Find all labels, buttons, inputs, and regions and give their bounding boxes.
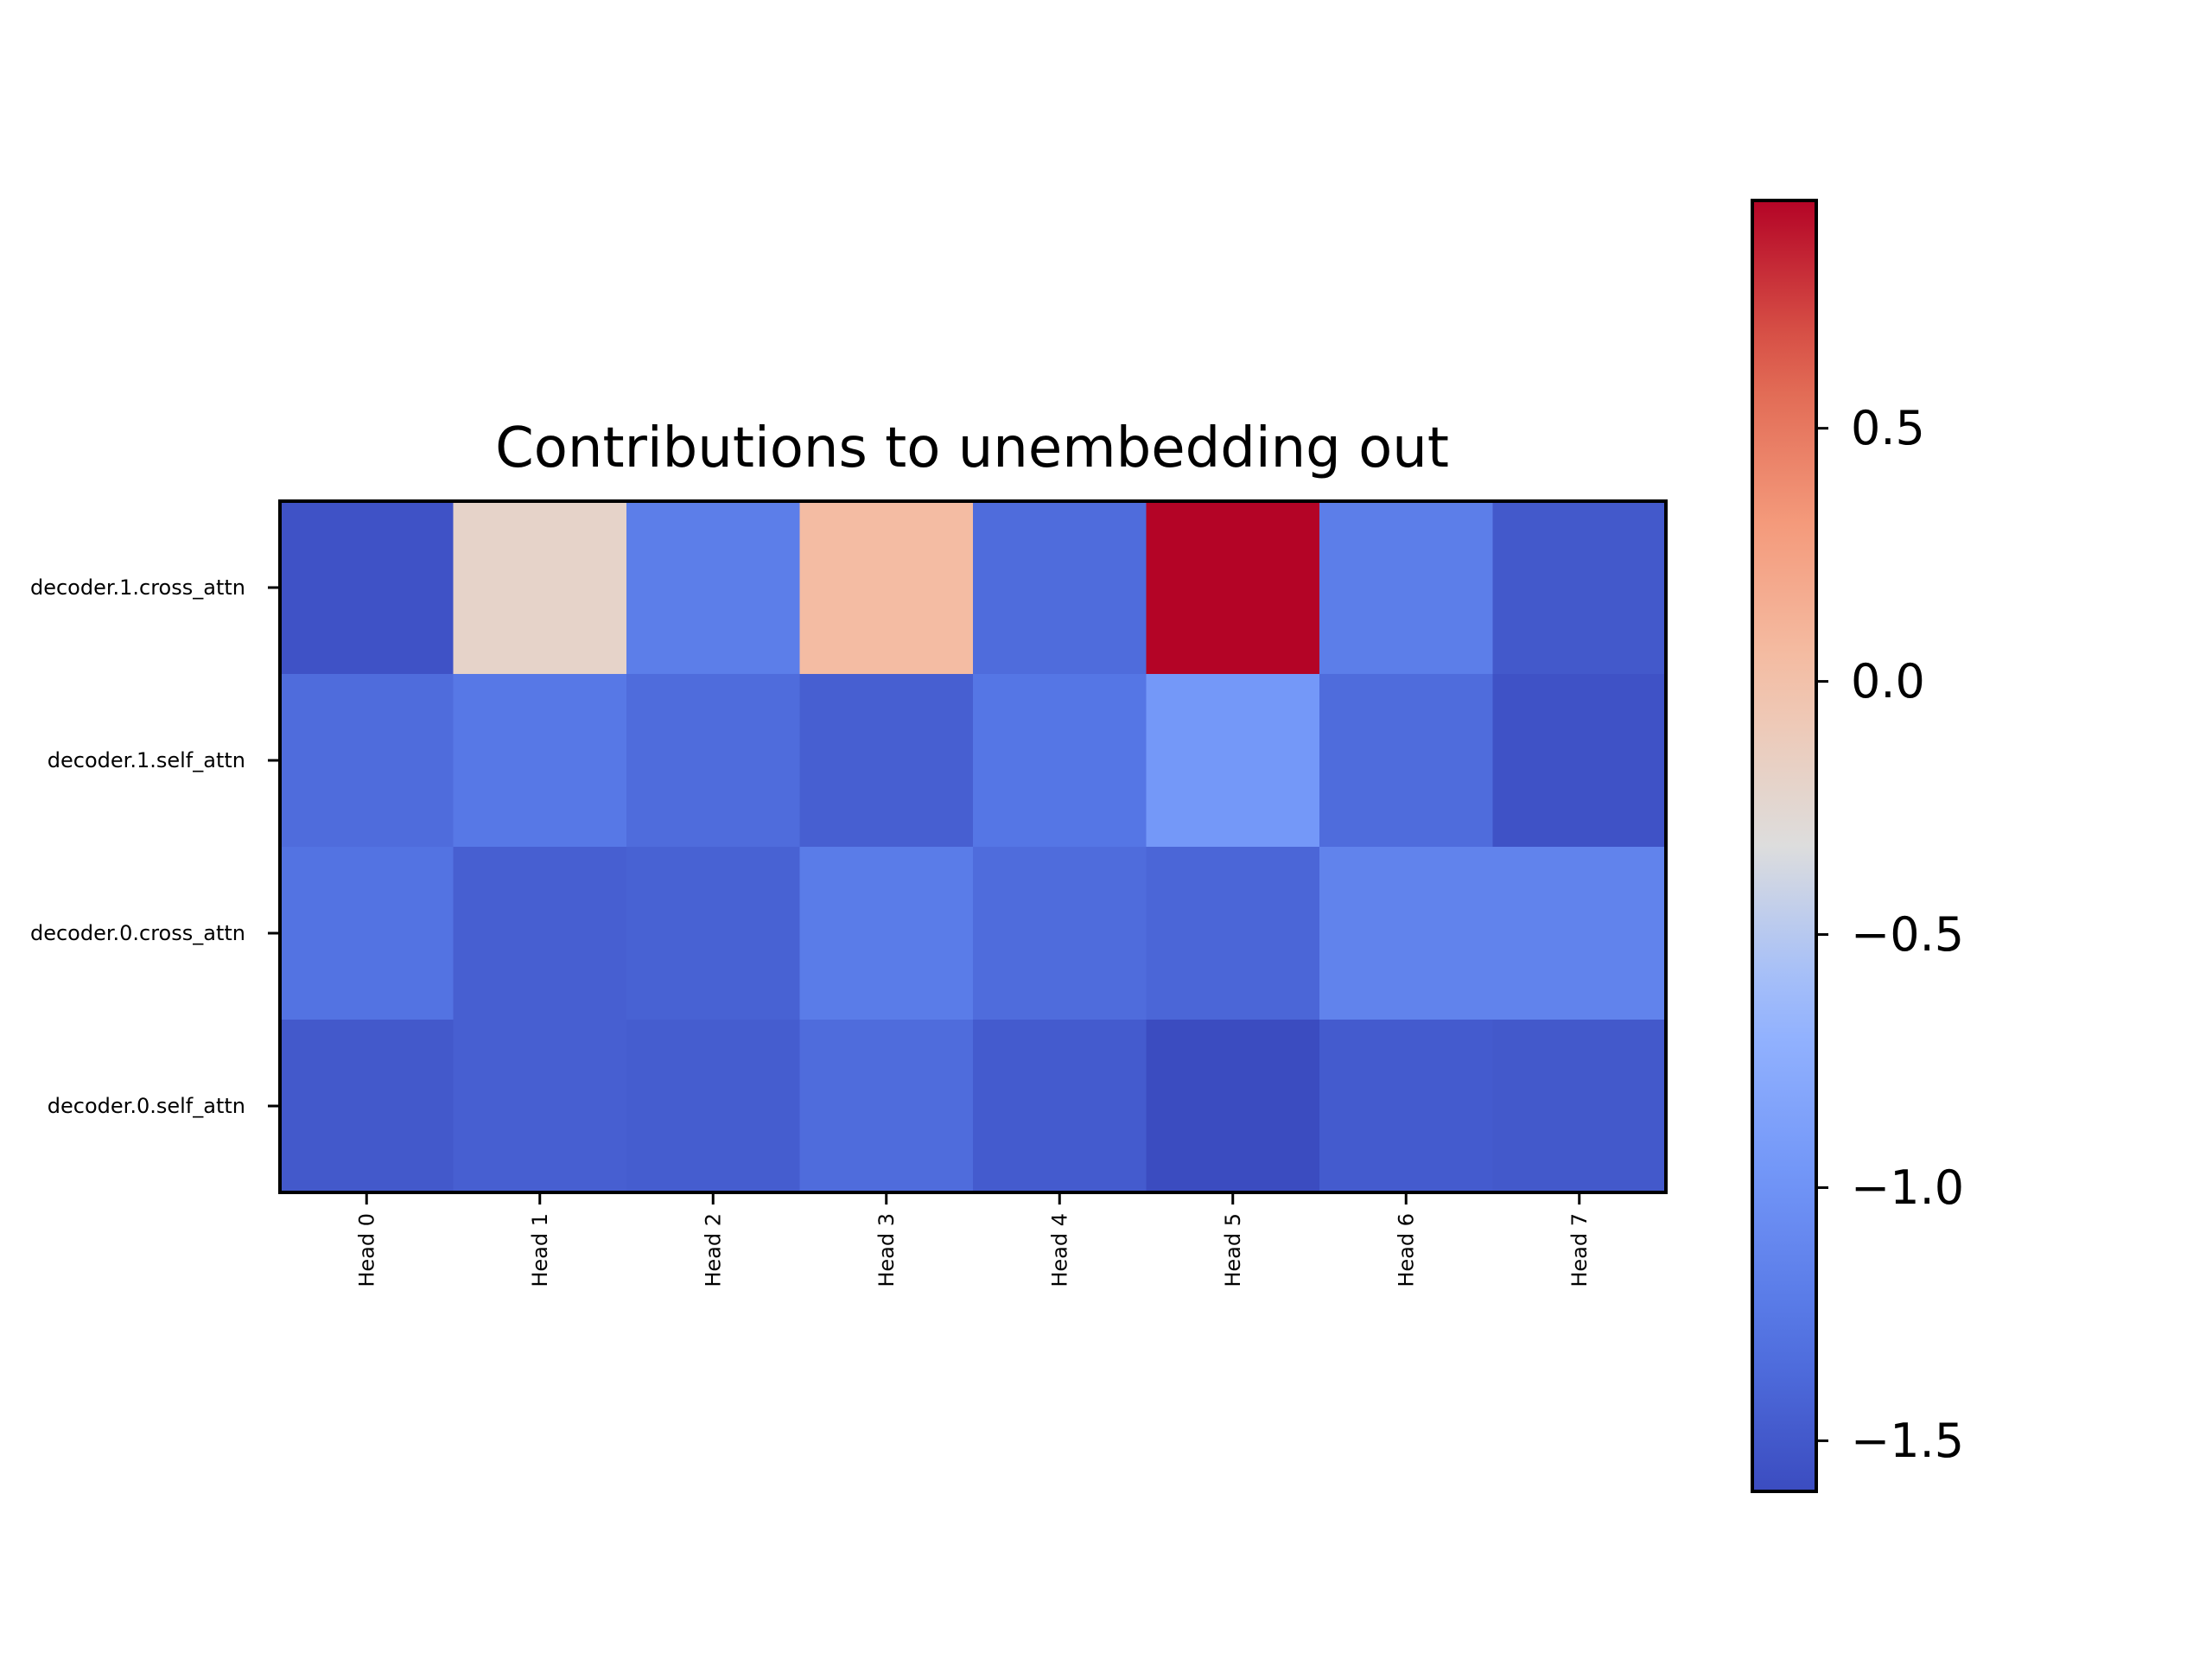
y-axis: decoder.1.cross_attn decoder.1.self_attnd… [30, 575, 280, 1118]
heatmap-cell [1146, 674, 1320, 848]
heatmap-cell [280, 847, 454, 1020]
x-tick-label: Head 7 [1567, 1213, 1592, 1287]
colorbar-ticks: 0.5 0.0 −0.5 −1.0 −1.5 [1816, 401, 1964, 1468]
x-tick-label: Head 0 [354, 1213, 378, 1287]
y-tick-label: decoder.1.cross_attn [30, 575, 245, 600]
heatmap-cell [1492, 1020, 1667, 1193]
heatmap-cell [1319, 1020, 1493, 1193]
heatmap-cell [626, 847, 800, 1020]
heatmap-cell [453, 501, 627, 675]
x-tick-label: Head 5 [1221, 1213, 1245, 1287]
heatmap-cells [280, 501, 1667, 1193]
plot-frame [278, 499, 1668, 1194]
heatmap-cell [1492, 847, 1667, 1020]
heatmap-cell [280, 1020, 454, 1193]
heatmap-cell [799, 674, 974, 848]
heatmap-cell [1319, 674, 1493, 848]
heatmap-cell [1492, 501, 1667, 675]
heatmap-cell [973, 1020, 1147, 1193]
heatmap-cell [453, 847, 627, 1020]
heatmap-cell [626, 674, 800, 848]
heatmap-cell [973, 501, 1147, 675]
y-tick-label: decoder.0.cross_attn [30, 921, 245, 945]
heatmap-cell [626, 1020, 800, 1193]
heatmap-cell [280, 501, 454, 675]
x-tick-label: Head 3 [874, 1213, 899, 1287]
heatmap-cell [280, 674, 454, 848]
heatmap-cell [973, 847, 1147, 1020]
heatmap-cell [626, 501, 800, 675]
heatmap-cell [1319, 501, 1493, 675]
heatmap-cell [1146, 1020, 1320, 1193]
heatmap-cell [1146, 847, 1320, 1020]
colorbar-gradient [1751, 199, 1818, 1493]
x-tick-label: Head 2 [701, 1213, 725, 1287]
heatmap-cell [799, 1020, 974, 1193]
y-tick-label: decoder.1.self_attn [48, 748, 245, 772]
heatmap-cell [453, 674, 627, 848]
heatmap-cell [1492, 674, 1667, 848]
colorbar: 0.5 0.0 −0.5 −1.0 −1.5 [1751, 199, 1964, 1493]
heatmap-cell [1146, 501, 1320, 675]
heatmap-cell [799, 501, 974, 675]
colorbar-tick-label: −1.5 [1851, 1414, 1964, 1468]
colorbar-tick-label: −0.5 [1851, 907, 1964, 962]
x-axis: Head 0 Head 1 Head 2 Head 3 Head 4 Head 5 Head… [354, 1192, 1592, 1287]
heatmap-cell [799, 847, 974, 1020]
x-tick-label: Head 1 [528, 1213, 552, 1287]
chart-title: Contributions to unembedding out [495, 416, 1449, 480]
colorbar-tick-label: 0.0 [1851, 654, 1925, 709]
x-tick-label: Head 6 [1394, 1213, 1418, 1287]
heatmap-cell [973, 674, 1147, 848]
colorbar-tick-label: −1.0 [1851, 1160, 1964, 1215]
heatmap-cell [1319, 847, 1493, 1020]
heatmap-cell [453, 1020, 627, 1193]
colorbar-tick-label: 0.5 [1851, 401, 1925, 455]
x-tick-label: Head 4 [1047, 1213, 1071, 1287]
y-tick-label: decoder.0.self_attn [48, 1094, 245, 1118]
